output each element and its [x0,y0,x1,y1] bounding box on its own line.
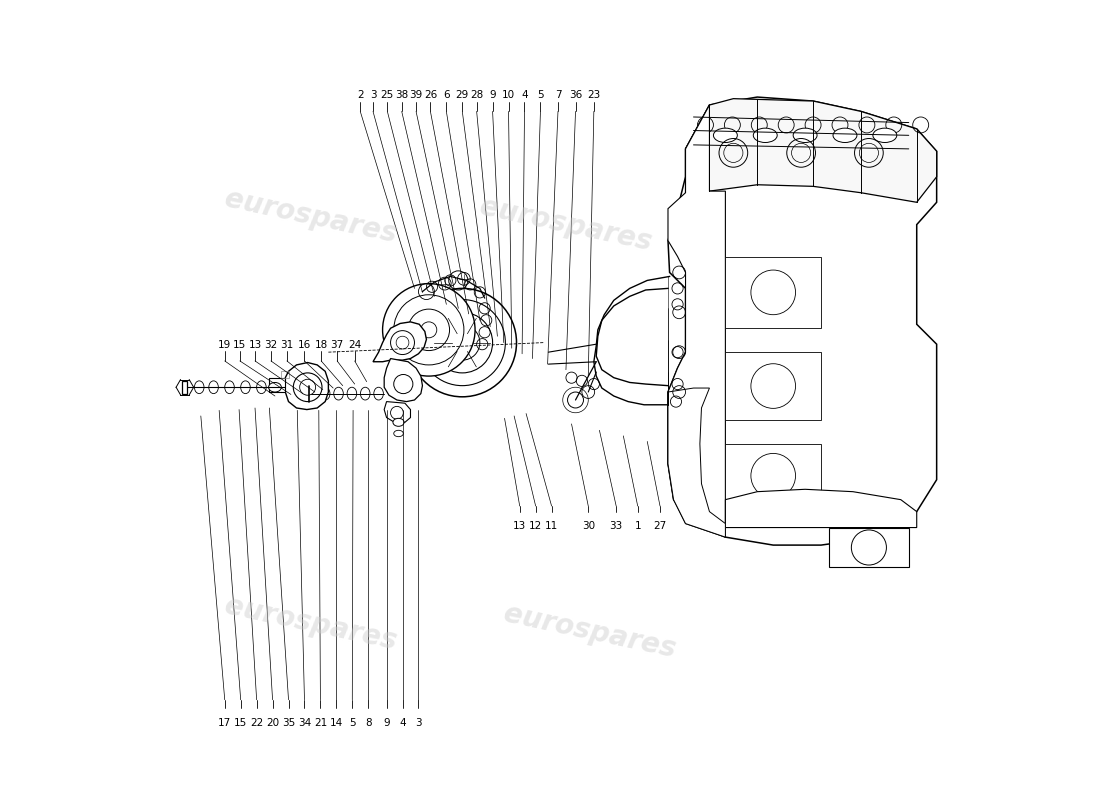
Text: 13: 13 [249,340,262,350]
Text: 9: 9 [383,718,389,728]
Text: 27: 27 [653,521,667,531]
Text: 22: 22 [250,718,263,728]
Ellipse shape [754,128,778,142]
Ellipse shape [714,128,737,142]
Polygon shape [668,388,725,537]
Text: 13: 13 [513,521,526,531]
Text: 20: 20 [266,718,279,728]
Text: 16: 16 [298,340,311,350]
Polygon shape [373,322,427,362]
Text: 36: 36 [569,90,582,101]
Text: 23: 23 [587,90,601,101]
Ellipse shape [224,381,234,394]
Ellipse shape [320,387,330,400]
Text: 35: 35 [282,718,295,728]
Polygon shape [725,444,821,508]
Ellipse shape [374,387,384,400]
Polygon shape [384,402,410,422]
Text: eurospares: eurospares [222,185,399,249]
Text: 24: 24 [348,340,361,350]
Polygon shape [668,105,725,537]
Ellipse shape [348,387,356,400]
Text: 15: 15 [234,718,248,728]
Ellipse shape [195,381,204,394]
Text: 4: 4 [521,90,528,101]
Text: 4: 4 [399,718,406,728]
Text: 17: 17 [218,718,231,728]
Ellipse shape [241,381,250,394]
Text: eurospares: eurospares [222,591,399,655]
Polygon shape [182,381,187,394]
Polygon shape [725,257,821,328]
Text: eurospares: eurospares [477,193,654,257]
Text: 26: 26 [424,90,437,101]
Polygon shape [725,352,821,420]
Text: 25: 25 [381,90,394,101]
Text: eurospares: eurospares [502,599,679,663]
Ellipse shape [873,128,896,142]
Text: 34: 34 [298,718,311,728]
Ellipse shape [333,387,343,400]
Text: 21: 21 [314,718,327,728]
Text: 37: 37 [330,340,344,350]
Text: 3: 3 [415,718,421,728]
Text: 28: 28 [470,90,483,101]
Text: 11: 11 [544,521,558,531]
Circle shape [408,288,517,397]
Text: 12: 12 [529,521,542,531]
Polygon shape [685,98,937,207]
Text: 29: 29 [455,90,469,101]
Text: 5: 5 [349,718,355,728]
Polygon shape [285,362,329,410]
Ellipse shape [393,418,404,426]
Text: 30: 30 [582,521,595,531]
Ellipse shape [833,128,857,142]
Text: 2: 2 [356,90,364,101]
Text: 14: 14 [330,718,343,728]
Ellipse shape [394,430,404,437]
Text: 19: 19 [218,340,231,350]
Text: 8: 8 [365,718,372,728]
Circle shape [383,284,475,376]
Text: 5: 5 [537,90,543,101]
Text: 39: 39 [409,90,422,101]
Text: 9: 9 [490,90,496,101]
Text: 18: 18 [315,340,328,350]
Polygon shape [725,490,916,527]
Text: 38: 38 [395,90,408,101]
Polygon shape [384,358,422,402]
Text: 6: 6 [443,90,450,101]
Polygon shape [270,378,285,392]
Ellipse shape [793,128,817,142]
Text: 1: 1 [635,521,641,531]
Text: 33: 33 [609,521,623,531]
Text: 31: 31 [280,340,294,350]
Ellipse shape [256,381,266,394]
Ellipse shape [209,381,219,394]
Ellipse shape [268,382,282,392]
Polygon shape [829,527,909,567]
Text: 3: 3 [370,90,376,101]
Ellipse shape [361,387,370,400]
Polygon shape [407,292,487,358]
Polygon shape [668,97,937,545]
Text: 7: 7 [554,90,561,101]
Text: 15: 15 [233,340,246,350]
Text: 32: 32 [264,340,277,350]
Text: 10: 10 [502,90,515,101]
